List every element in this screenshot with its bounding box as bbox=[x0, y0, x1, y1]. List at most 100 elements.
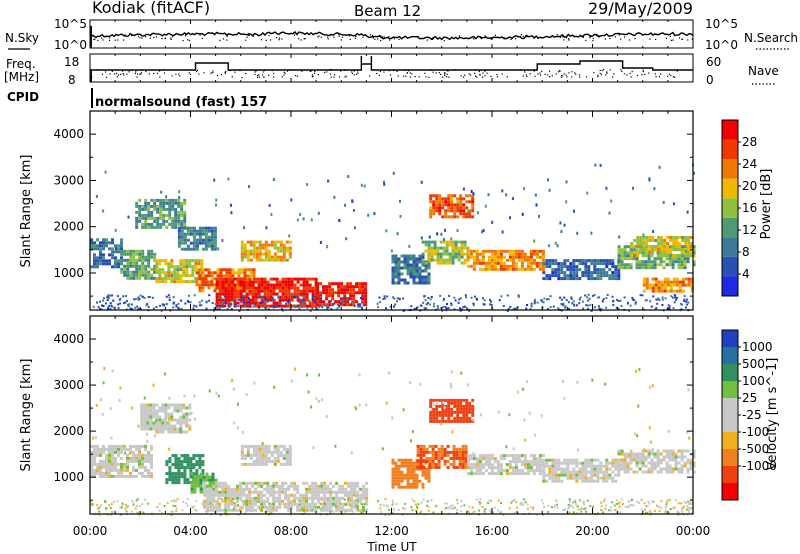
heatmap-cell bbox=[450, 419, 454, 423]
heatmap-cell bbox=[617, 248, 621, 252]
heatmap-cell bbox=[620, 251, 624, 255]
heatmap-cell bbox=[135, 270, 139, 274]
heatmap-cell bbox=[141, 465, 144, 469]
heatmap-cell bbox=[664, 509, 667, 512]
heatmap-cell bbox=[243, 462, 247, 466]
heatmap-cell bbox=[253, 381, 256, 385]
heatmap-cell bbox=[224, 481, 228, 485]
heatmap-cell bbox=[651, 286, 655, 290]
heatmap-cell bbox=[96, 447, 99, 451]
heatmap-cell bbox=[654, 283, 658, 287]
heatmap-cell bbox=[316, 282, 320, 286]
heatmap-cell bbox=[270, 243, 274, 247]
heatmap-cell bbox=[662, 458, 666, 462]
heatmap-cell bbox=[541, 252, 545, 256]
heatmap-cell bbox=[210, 247, 214, 251]
heatmap-cell bbox=[90, 459, 93, 463]
heatmap-cell bbox=[182, 280, 186, 284]
heatmap-cell bbox=[201, 454, 205, 458]
heatmap-cell bbox=[177, 241, 181, 245]
heatmap-cell bbox=[672, 254, 676, 257]
heatmap-cell bbox=[252, 249, 256, 253]
heatmap-cell bbox=[334, 291, 338, 295]
heatmap-cell bbox=[160, 190, 163, 194]
heatmap-cell bbox=[574, 501, 577, 504]
heatmap-cell bbox=[547, 510, 549, 513]
heatmap-cell bbox=[529, 258, 533, 262]
heatmap-cell bbox=[209, 508, 213, 512]
heatmap-cell bbox=[105, 453, 108, 457]
heatmap-cell bbox=[560, 303, 563, 306]
heatmap-cell bbox=[545, 461, 549, 465]
heatmap-cell bbox=[155, 419, 158, 423]
heatmap-cell bbox=[275, 505, 279, 509]
heatmap-cell bbox=[236, 505, 239, 508]
heatmap-cell bbox=[629, 455, 633, 459]
heatmap-cell bbox=[542, 301, 545, 304]
heatmap-cell bbox=[614, 464, 618, 468]
heatmap-cell bbox=[461, 462, 465, 466]
heatmap-cell bbox=[538, 469, 542, 473]
heatmap-cell bbox=[159, 210, 163, 214]
heatmap-cell bbox=[505, 469, 509, 473]
heatmap-cell bbox=[273, 252, 277, 256]
heatmap-cell bbox=[240, 462, 244, 466]
heatmap-cell bbox=[397, 281, 401, 285]
heatmap-cell bbox=[435, 410, 439, 414]
heatmap-cell bbox=[132, 255, 136, 259]
heatmap-cell bbox=[520, 255, 524, 259]
heatmap-cell bbox=[352, 288, 356, 292]
heatmap-cell bbox=[347, 481, 351, 485]
heatmap-cell bbox=[251, 298, 255, 302]
heatmap-cell bbox=[391, 470, 395, 474]
heatmap-cell bbox=[578, 262, 582, 266]
heatmap-cell bbox=[218, 493, 222, 497]
noise-sky-line bbox=[89, 26, 694, 48]
heatmap-cell bbox=[186, 466, 190, 470]
heatmap-cell bbox=[680, 455, 684, 459]
heatmap-cell bbox=[468, 212, 472, 216]
heatmap-cell bbox=[132, 444, 135, 448]
heatmap-cell bbox=[432, 200, 436, 204]
heatmap-cell bbox=[441, 398, 445, 402]
heatmap-cell bbox=[666, 245, 670, 248]
heatmap-cell bbox=[464, 447, 468, 451]
heatmap-cell bbox=[190, 487, 194, 491]
heatmap-cell bbox=[403, 260, 407, 264]
heatmap-cell bbox=[323, 505, 327, 509]
heatmap-cell bbox=[690, 245, 694, 248]
heatmap-cell bbox=[215, 490, 219, 494]
heatmap-cell bbox=[158, 262, 162, 266]
heatmap-cell bbox=[196, 478, 200, 482]
heatmap-cell bbox=[149, 296, 151, 298]
heatmap-cell bbox=[420, 501, 423, 504]
heatmap-cell bbox=[257, 277, 261, 281]
heatmap-cell bbox=[465, 194, 469, 198]
heatmap-cell bbox=[572, 461, 576, 465]
heatmap-cell bbox=[93, 265, 96, 269]
heatmap-cell bbox=[447, 206, 451, 210]
heatmap-cell bbox=[218, 277, 222, 281]
heatmap-cell bbox=[144, 201, 148, 205]
heatmap-cell bbox=[484, 204, 487, 208]
heatmap-cell bbox=[185, 274, 189, 278]
heatmap-cell bbox=[287, 499, 291, 503]
heatmap-cell bbox=[126, 264, 130, 268]
heatmap-cell bbox=[112, 299, 115, 302]
heatmap-cell bbox=[562, 304, 565, 307]
heatmap-cell bbox=[508, 507, 511, 510]
heatmap-cell bbox=[201, 226, 205, 230]
heatmap-cell bbox=[535, 252, 539, 256]
heatmap-cell bbox=[445, 243, 449, 247]
heatmap-cell bbox=[304, 302, 307, 305]
heatmap-cell bbox=[128, 303, 131, 306]
heatmap-cell bbox=[138, 462, 141, 466]
heatmap-cell bbox=[331, 294, 335, 298]
heatmap-cell bbox=[438, 209, 442, 213]
heatmap-cell bbox=[105, 462, 108, 466]
heatmap-cell bbox=[632, 186, 634, 190]
heatmap-cell bbox=[688, 506, 691, 509]
heatmap-cell bbox=[99, 259, 102, 263]
heatmap-cell bbox=[548, 262, 552, 266]
heatmap-cell bbox=[465, 404, 469, 408]
